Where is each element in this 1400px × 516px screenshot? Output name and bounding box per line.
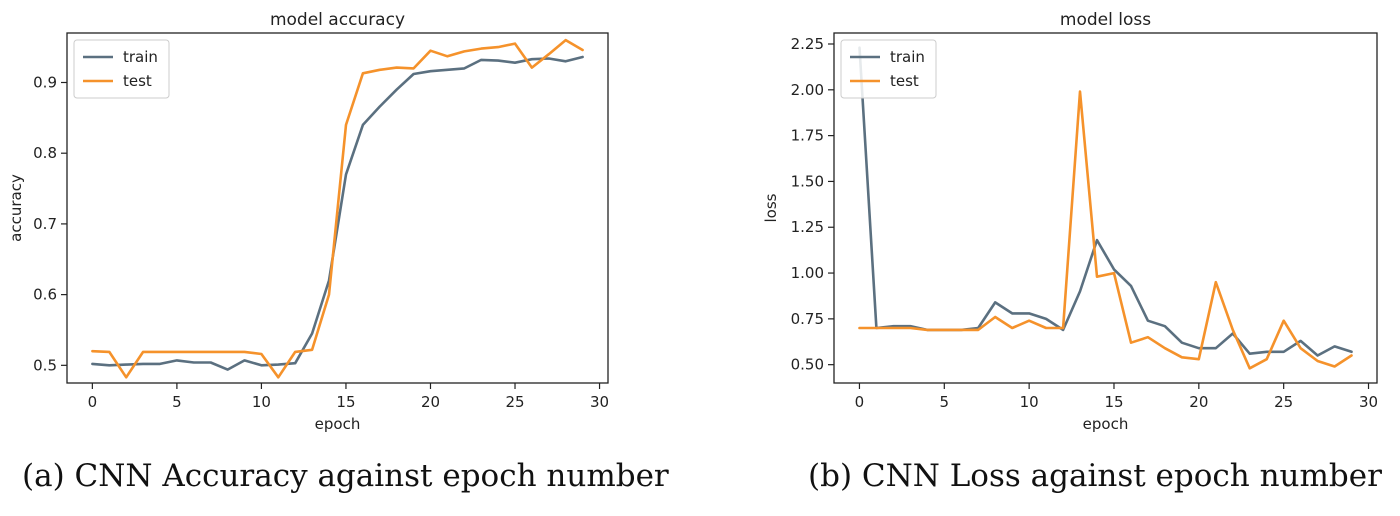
x-tick-label: 30 [590, 393, 609, 411]
chart-loss: 0 5 10 15 20 25 30 0.50 0.75 1.00 1.25 1.50 1.75 2.00… [762, 10, 1378, 433]
legend-label-test: test [890, 72, 919, 90]
x-tick-label: 25 [505, 393, 524, 411]
caption-accuracy: (a) CNN Accuracy against epoch number [22, 458, 669, 494]
y-tick-label: 1.50 [791, 172, 824, 190]
legend-label-test: test [123, 72, 152, 90]
y-tick-label: 0.5 [33, 356, 57, 374]
x-tick-label: 10 [252, 393, 271, 411]
y-tick-label: 0.75 [791, 310, 824, 328]
x-tick-label: 0 [855, 393, 865, 411]
chart-title: model loss [1060, 10, 1151, 30]
x-axis-label: epoch [315, 415, 361, 433]
y-tick-label: 2.00 [791, 81, 824, 99]
x-tick-label: 0 [88, 393, 98, 411]
y-tick-label: 0.8 [33, 144, 57, 162]
x-tick-label: 25 [1274, 393, 1293, 411]
legend: train test [74, 40, 169, 98]
x-tick-label: 5 [940, 393, 950, 411]
x-tick-label: 15 [336, 393, 355, 411]
x-tick-label: 30 [1359, 393, 1378, 411]
caption-loss: (b) CNN Loss against epoch number [808, 458, 1382, 494]
y-tick-label: 1.00 [791, 264, 824, 282]
y-tick-label: 1.25 [791, 218, 824, 236]
x-axis-label: epoch [1083, 415, 1129, 433]
y-tick-label: 0.7 [33, 215, 57, 233]
x-tick-label: 10 [1020, 393, 1039, 411]
x-tick-label: 20 [421, 393, 440, 411]
x-tick-label: 15 [1104, 393, 1123, 411]
y-tick-label: 0.9 [33, 73, 57, 91]
y-tick-label: 0.50 [791, 356, 824, 374]
y-tick-label: 1.75 [791, 127, 824, 145]
x-tick-label: 20 [1189, 393, 1208, 411]
y-axis-label: accuracy [7, 174, 25, 242]
x-tick-label: 5 [172, 393, 182, 411]
legend-label-train: train [123, 48, 158, 66]
chart-accuracy: 0 5 10 15 20 25 30 0.5 0.6 0.7 0.8 0.9 model accurac… [7, 10, 609, 433]
y-tick-label: 2.25 [791, 35, 824, 53]
legend: train test [841, 40, 936, 98]
legend-label-train: train [890, 48, 925, 66]
chart-title: model accuracy [270, 10, 405, 30]
y-axis-label: loss [762, 193, 780, 222]
y-tick-label: 0.6 [33, 286, 57, 304]
